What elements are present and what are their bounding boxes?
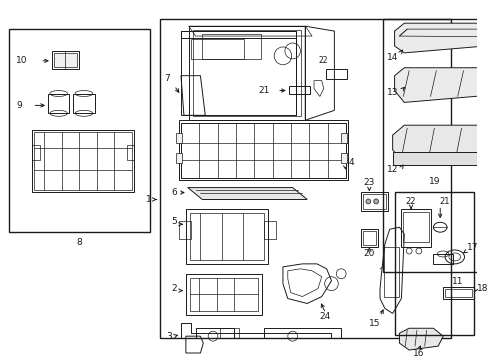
Bar bbox=[191, 39, 244, 59]
Bar bbox=[32, 130, 134, 192]
Bar bbox=[48, 94, 70, 113]
Text: 10: 10 bbox=[16, 56, 27, 65]
Bar bbox=[443, 287, 474, 298]
Bar bbox=[54, 53, 77, 67]
Bar bbox=[73, 94, 95, 113]
Bar bbox=[176, 153, 182, 163]
Bar bbox=[434, 254, 453, 264]
Text: 16: 16 bbox=[413, 348, 425, 357]
Polygon shape bbox=[394, 68, 490, 102]
Text: 11: 11 bbox=[452, 277, 464, 286]
Bar bbox=[394, 192, 474, 335]
Text: 20: 20 bbox=[364, 249, 375, 258]
Text: 23: 23 bbox=[364, 178, 375, 187]
Bar bbox=[186, 274, 262, 315]
Text: 2: 2 bbox=[172, 284, 177, 293]
Polygon shape bbox=[392, 152, 490, 165]
Text: 21: 21 bbox=[259, 86, 270, 95]
Bar bbox=[401, 210, 431, 247]
Bar bbox=[384, 247, 399, 297]
Text: 4: 4 bbox=[349, 158, 355, 167]
Polygon shape bbox=[399, 328, 443, 350]
Text: 3: 3 bbox=[167, 332, 172, 341]
Circle shape bbox=[366, 199, 371, 204]
Text: 14: 14 bbox=[387, 53, 398, 62]
Bar bbox=[202, 34, 261, 59]
Bar bbox=[265, 221, 276, 239]
Bar bbox=[361, 229, 378, 247]
Text: 18: 18 bbox=[477, 284, 489, 293]
Bar bbox=[186, 210, 269, 264]
Bar bbox=[179, 221, 191, 239]
Bar bbox=[403, 212, 429, 242]
Bar bbox=[445, 289, 472, 297]
Text: 22: 22 bbox=[319, 56, 328, 65]
Bar bbox=[361, 192, 388, 211]
Bar bbox=[160, 19, 451, 338]
Bar bbox=[341, 133, 347, 143]
Text: 24: 24 bbox=[320, 312, 331, 321]
Bar bbox=[32, 145, 40, 160]
Bar bbox=[126, 145, 134, 160]
Text: 12: 12 bbox=[387, 165, 398, 174]
Text: 19: 19 bbox=[429, 177, 440, 186]
Bar bbox=[181, 123, 346, 178]
Text: 6: 6 bbox=[172, 188, 177, 197]
Bar bbox=[326, 69, 347, 78]
Text: 22: 22 bbox=[406, 197, 416, 206]
Bar bbox=[193, 30, 301, 116]
Polygon shape bbox=[394, 23, 490, 53]
Text: 7: 7 bbox=[165, 74, 170, 83]
Polygon shape bbox=[188, 188, 307, 199]
Bar bbox=[289, 86, 310, 94]
Text: 17: 17 bbox=[467, 243, 479, 252]
Bar bbox=[190, 213, 265, 260]
Bar bbox=[190, 278, 258, 311]
Text: 13: 13 bbox=[387, 88, 398, 97]
Bar bbox=[52, 51, 79, 69]
Bar bbox=[363, 231, 376, 245]
Bar bbox=[34, 132, 132, 190]
Bar bbox=[9, 29, 150, 232]
Bar bbox=[179, 120, 348, 180]
Bar bbox=[383, 19, 490, 272]
Bar bbox=[176, 133, 182, 143]
Polygon shape bbox=[392, 125, 490, 162]
Text: 21: 21 bbox=[440, 197, 450, 206]
Bar bbox=[189, 26, 305, 120]
Text: 9: 9 bbox=[16, 101, 22, 110]
Bar bbox=[341, 153, 347, 163]
Bar bbox=[363, 194, 386, 210]
Text: 8: 8 bbox=[76, 238, 82, 247]
Circle shape bbox=[374, 199, 379, 204]
Text: 15: 15 bbox=[369, 319, 381, 328]
Text: 5: 5 bbox=[172, 217, 177, 226]
Bar bbox=[181, 31, 295, 115]
Text: 1: 1 bbox=[146, 195, 152, 204]
